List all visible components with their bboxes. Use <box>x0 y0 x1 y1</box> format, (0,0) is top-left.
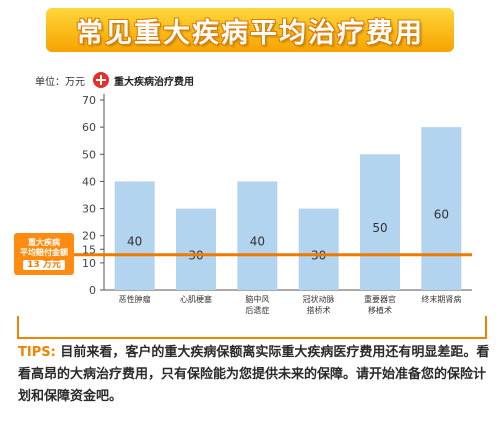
bar <box>298 208 339 290</box>
tips-box: TIPS: 目前来看，客户的重大疾病保额离实际重大疾病医疗费用还有明显差距。看看… <box>18 338 489 416</box>
y-tick-label: 50 <box>82 148 96 161</box>
callout-amount: 13 万元 <box>23 260 65 270</box>
bar-value-label: 40 <box>127 235 142 249</box>
bar <box>421 127 462 291</box>
bar-value-label: 50 <box>372 221 387 235</box>
legend-label: 重大疾病治疗费用 <box>114 76 194 88</box>
y-tick-label: 70 <box>82 94 96 107</box>
category-label: 重要器官 <box>364 294 396 304</box>
y-tick-label: 15 <box>82 243 96 256</box>
bar <box>176 208 216 290</box>
category-label: 心肌梗塞 <box>180 294 212 304</box>
unit-label: 单位：万元 <box>35 76 85 88</box>
category-label: 恶性肿瘤 <box>119 294 151 304</box>
tips-body: 目前来看，客户的重大疾病保额离实际重大疾病医疗费用还有明显差距。看看高昂的大病治… <box>18 345 490 404</box>
frame-bottom-line <box>17 316 487 339</box>
y-tick-label: 60 <box>82 121 96 134</box>
callout-line1: 重大疾病 <box>28 238 60 247</box>
category-label: 移植术 <box>368 305 392 315</box>
category-label: 搭桥术 <box>307 305 331 315</box>
bar-value-label: 40 <box>250 235 265 249</box>
category-label: 脑中风 <box>245 294 269 304</box>
category-label: 冠状动脉 <box>303 294 335 304</box>
category-label: 终末期肾病 <box>421 294 461 304</box>
average-payout-callout: 重大疾病 平均赔付金额 13 万元 <box>14 233 74 275</box>
y-tick-label: 30 <box>82 203 96 216</box>
red-cross-icon <box>93 72 109 88</box>
y-tick-label: 20 <box>82 230 96 243</box>
bar <box>237 181 278 290</box>
bar-value-label: 60 <box>434 208 449 222</box>
y-tick-label: 40 <box>82 175 96 188</box>
callout-line2: 平均赔付金额 <box>20 248 68 257</box>
tips-label: TIPS: <box>18 345 56 360</box>
bar <box>114 181 155 290</box>
y-tick-label: 10 <box>82 257 96 270</box>
unit-row: 单位：万元 重大疾病治疗费用 <box>35 72 194 88</box>
bar <box>360 154 400 290</box>
tips-text: TIPS: 目前来看，客户的重大疾病保额离实际重大疾病医疗费用还有明显差距。看看… <box>18 342 494 408</box>
y-tick-label: 0 <box>89 284 96 297</box>
category-label: 后遗症 <box>245 305 269 315</box>
title-banner: 常见重大疾病平均治疗费用 <box>46 8 454 52</box>
chart-title: 常见重大疾病平均治疗费用 <box>76 17 424 49</box>
